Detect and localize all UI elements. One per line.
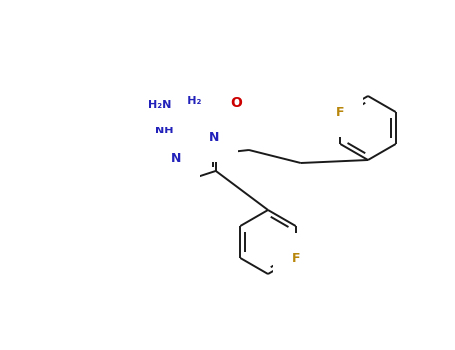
Text: N: N — [208, 131, 219, 144]
Text: F: F — [336, 105, 344, 119]
Text: O: O — [230, 96, 242, 110]
Text: NH: NH — [155, 126, 173, 136]
Text: F: F — [292, 252, 300, 265]
Text: H₂N: H₂N — [148, 100, 172, 110]
Text: NH₂: NH₂ — [178, 96, 202, 106]
Text: N: N — [171, 152, 181, 164]
